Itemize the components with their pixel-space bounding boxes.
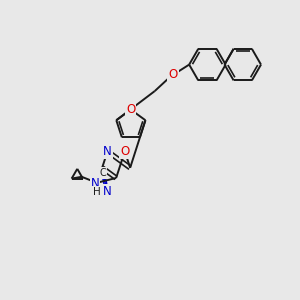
Text: N: N xyxy=(103,185,111,198)
Text: C: C xyxy=(100,168,106,178)
Text: N: N xyxy=(103,145,112,158)
Text: O: O xyxy=(168,68,178,81)
Text: H: H xyxy=(93,187,101,196)
Text: N: N xyxy=(91,177,99,190)
Text: O: O xyxy=(120,145,129,158)
Text: O: O xyxy=(126,103,136,116)
